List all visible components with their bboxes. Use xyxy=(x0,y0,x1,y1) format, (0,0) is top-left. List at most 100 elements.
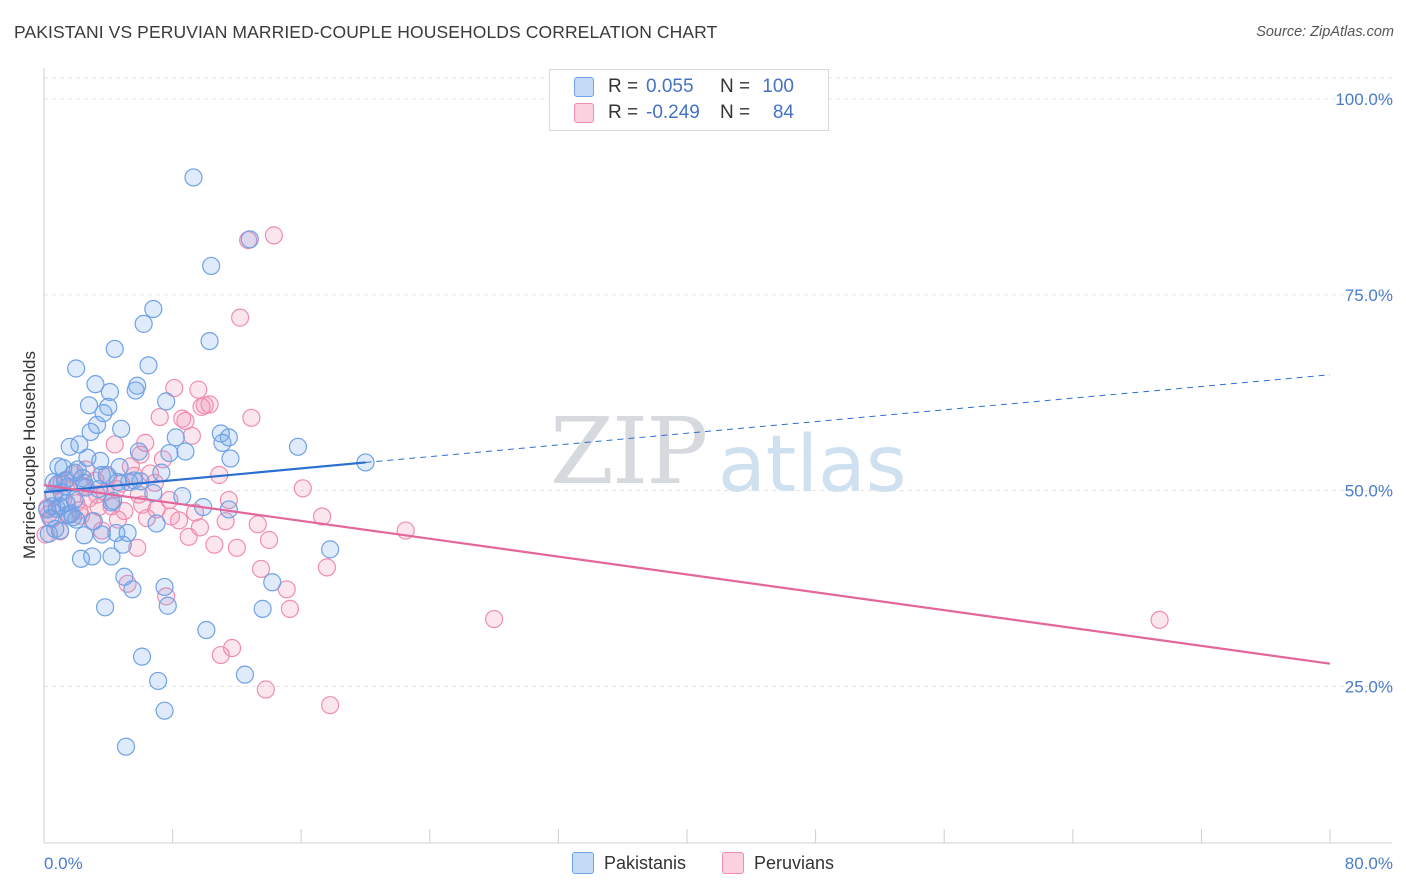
point-pakistanis xyxy=(70,435,89,454)
point-peruvians xyxy=(256,680,275,699)
point-pakistanis xyxy=(81,422,100,442)
point-pakistanis xyxy=(129,442,148,461)
point-peruvians xyxy=(173,409,192,428)
point-pakistanis xyxy=(202,256,221,276)
point-pakistanis xyxy=(134,314,153,333)
legend-label-peruvians: Peruvians xyxy=(754,852,835,873)
trendline-peruvians xyxy=(43,484,1331,665)
point-pakistanis xyxy=(200,331,219,351)
point-peruvians xyxy=(227,538,246,557)
point-peruvians xyxy=(189,380,208,399)
point-pakistanis xyxy=(152,463,171,482)
legend-n-value: 84 xyxy=(772,102,794,123)
point-pakistanis xyxy=(65,490,84,509)
legend-row-peruvians: R = -0.249 N = 84 xyxy=(574,101,794,125)
point-pakistanis xyxy=(87,415,107,434)
point-pakistanis xyxy=(71,549,91,568)
y-tick-label: 75.0% xyxy=(1345,286,1393,305)
point-peruvians xyxy=(131,445,150,464)
point-peruvians xyxy=(231,308,250,327)
point-pakistanis xyxy=(197,620,216,640)
point-pakistanis xyxy=(94,404,113,423)
legend-r-label: R = xyxy=(608,76,639,97)
point-pakistanis xyxy=(184,168,203,187)
point-peruvians xyxy=(182,426,201,445)
point-peruvians xyxy=(242,408,261,427)
point-pakistanis xyxy=(321,540,340,559)
point-peruvians xyxy=(264,226,283,245)
y-tick-label: 25.0% xyxy=(1345,677,1393,696)
point-pakistanis xyxy=(38,500,57,519)
legend-swatch-peruvians xyxy=(722,852,744,874)
legend-item-pakistanis[interactable]: Pakistanis xyxy=(571,852,686,874)
point-pakistanis xyxy=(83,547,102,566)
point-peruvians xyxy=(190,518,210,537)
point-pakistanis xyxy=(113,535,132,554)
point-peruvians xyxy=(1150,610,1169,629)
point-pakistanis xyxy=(92,525,111,544)
point-pakistanis xyxy=(128,376,147,395)
point-pakistanis xyxy=(75,526,94,545)
point-peruvians xyxy=(150,407,169,427)
point-pakistanis xyxy=(263,573,282,592)
y-tick-label: 50.0% xyxy=(1345,482,1393,501)
point-pakistanis xyxy=(147,514,166,533)
watermark-zip: ZIP xyxy=(550,398,708,505)
point-pakistanis xyxy=(288,437,308,456)
trendline-pakistanis xyxy=(43,461,366,494)
x-tick-label: 80.0% xyxy=(1345,854,1393,873)
point-peruvians xyxy=(259,530,279,550)
y-tick-label: 100.0% xyxy=(1335,90,1393,109)
source-credit: Source: ZipAtlas.com xyxy=(1256,24,1394,40)
point-peruvians xyxy=(317,558,337,577)
legend-n-label: N = xyxy=(720,102,751,123)
series-legend: Pakistanis Peruvians xyxy=(0,852,1406,874)
point-pakistanis xyxy=(173,487,192,506)
point-pakistanis xyxy=(84,512,103,531)
point-pakistanis xyxy=(155,701,174,720)
point-pakistanis xyxy=(105,339,124,359)
point-pakistanis xyxy=(99,397,118,416)
point-pakistanis xyxy=(123,580,142,599)
point-pakistanis xyxy=(158,596,177,615)
point-pakistanis xyxy=(112,419,131,438)
point-pakistanis xyxy=(132,647,152,666)
point-pakistanis xyxy=(176,442,195,461)
point-pakistanis xyxy=(149,671,168,691)
legend-r-value: -0.249 xyxy=(646,102,700,123)
legend-r-label: R = xyxy=(608,102,639,123)
point-pakistanis xyxy=(100,382,120,402)
point-pakistanis xyxy=(235,665,255,684)
point-pakistanis xyxy=(92,465,111,485)
watermark-atlas: atlas xyxy=(718,420,907,510)
point-peruvians xyxy=(105,435,124,454)
point-pakistanis xyxy=(49,457,68,476)
point-pakistanis xyxy=(67,359,86,378)
point-pakistanis xyxy=(59,505,78,525)
point-pakistanis xyxy=(144,299,163,319)
point-pakistanis xyxy=(63,508,83,527)
point-peruvians xyxy=(205,535,224,554)
point-peruvians xyxy=(321,696,340,715)
point-pakistanis xyxy=(155,577,174,597)
point-peruvians xyxy=(222,638,242,658)
point-pakistanis xyxy=(95,598,115,617)
point-peruvians xyxy=(248,515,267,534)
point-pakistanis xyxy=(79,396,99,415)
point-pakistanis xyxy=(253,599,272,618)
point-pakistanis xyxy=(221,449,240,468)
point-peruvians xyxy=(219,490,238,510)
chart-title: PAKISTANI VS PERUVIAN MARRIED-COUPLE HOU… xyxy=(14,22,718,42)
point-pakistanis xyxy=(240,230,259,249)
point-peruvians xyxy=(312,507,332,526)
point-peruvians xyxy=(157,587,176,606)
point-peruvians xyxy=(200,395,219,414)
legend-n-label: N = xyxy=(720,76,751,97)
point-pakistanis xyxy=(131,472,150,491)
legend-row-pakistanis: R = 0.055 N = 100 xyxy=(574,75,794,99)
legend-n-value: 100 xyxy=(762,76,794,97)
point-peruvians xyxy=(293,479,312,498)
trendline-pakistanis-extension xyxy=(365,374,1331,463)
legend-item-peruvians[interactable]: Peruvians xyxy=(722,852,834,874)
point-peruvians xyxy=(211,645,230,665)
